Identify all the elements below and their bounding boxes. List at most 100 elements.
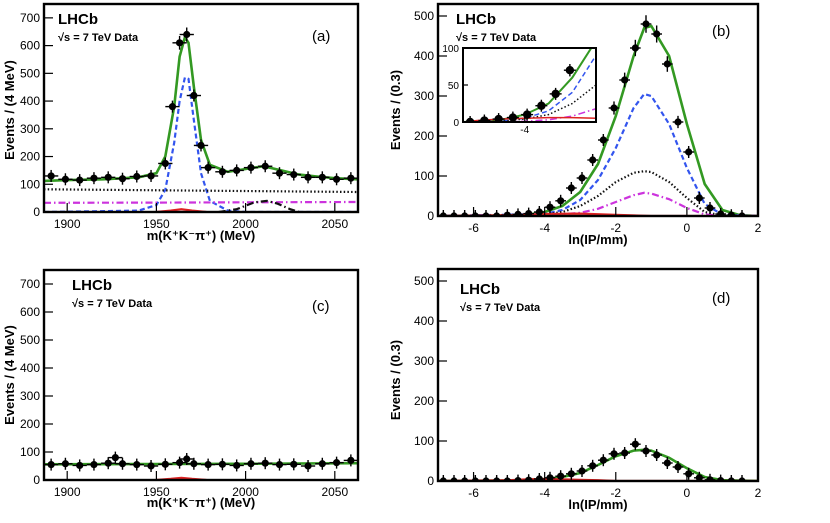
data-point: [290, 460, 298, 468]
y-tick-label: 0: [33, 473, 40, 487]
x-tick-label: 1900: [54, 485, 81, 499]
energy-label: √s = 7 TeV Data: [72, 298, 153, 310]
data-point: [347, 174, 355, 182]
y-tick-label: 200: [414, 394, 434, 408]
x-tick-label: -6: [468, 486, 479, 500]
data-point: [589, 462, 597, 470]
data-point: [275, 169, 284, 177]
fit-curve-partially-reconstructed-background: [438, 191, 758, 216]
data-point: [551, 89, 560, 99]
data-point: [621, 449, 629, 457]
data-point: [621, 76, 629, 84]
data-point: [514, 210, 522, 216]
data-point: [522, 110, 532, 119]
data-point: [685, 470, 693, 478]
y-tick-label: 500: [20, 66, 40, 80]
data-point: [247, 460, 255, 468]
y-tick-label: 600: [20, 305, 40, 319]
data-point: [685, 148, 693, 156]
y-tick-label: 400: [20, 94, 40, 108]
x-tick-label: 0: [684, 221, 691, 235]
y-axis-title: Events / (4 MeV): [2, 325, 17, 425]
data-point: [197, 141, 205, 150]
data-point: [190, 460, 198, 468]
y-tick-label: 200: [414, 129, 434, 143]
data-point: [535, 208, 543, 216]
data-point: [578, 174, 586, 182]
x-tick-label: -2: [610, 486, 621, 500]
data-point: [133, 461, 141, 469]
y-tick-label: 300: [414, 354, 434, 368]
data-point: [290, 170, 298, 179]
data-point: [90, 174, 98, 182]
plot-body: 1900 1950 2000 2050 0 100 200 300 400 500 600 700: [20, 2, 360, 231]
plot-area: [463, 48, 596, 122]
panel-c: 1900 1950 2000 2050 0 100 200 300 400 500 600 700 L…: [2, 268, 360, 510]
y-tick-label: 300: [20, 389, 40, 403]
data-point: [261, 459, 269, 467]
data-point: [218, 168, 227, 176]
data-point: [599, 136, 607, 144]
fit-curve-signal: [463, 54, 596, 122]
y-tick-label: 400: [20, 361, 40, 375]
data-point: [61, 175, 70, 183]
data-point: [525, 210, 533, 216]
data-point: [546, 474, 554, 481]
data-point: [47, 172, 55, 180]
data-point: [599, 456, 607, 464]
y-tick-label: 200: [20, 417, 40, 431]
y-tick-label: 0: [453, 118, 459, 129]
data-point: [218, 460, 227, 468]
x-tick-label: 2: [755, 221, 762, 235]
data-point: [118, 460, 127, 468]
x-tick-label: 2050: [321, 485, 348, 499]
plot-area: [44, 270, 358, 480]
data-point: [190, 91, 198, 100]
energy-label: √s = 7 TeV Data: [460, 302, 541, 314]
data-point: [546, 203, 554, 211]
data-point: [161, 159, 169, 168]
y-tick-label: 0: [33, 205, 40, 219]
y-tick-label: 100: [414, 169, 434, 183]
data-point: [318, 460, 326, 468]
y-axis-title: Events / (0.3): [388, 340, 403, 420]
x-tick-label: 1950: [143, 485, 170, 499]
panel-label: (c): [312, 298, 330, 315]
data-point: [663, 459, 671, 467]
x-axis-title: ln(IP/mm): [568, 232, 627, 247]
data-point: [610, 450, 618, 458]
panel-label: (b): [712, 23, 730, 40]
panel-label: (a): [312, 28, 330, 45]
y-tick-label: 50: [448, 81, 460, 92]
experiment-label: LHCb: [58, 11, 98, 28]
y-tick-label: 500: [414, 274, 434, 288]
data-point: [233, 461, 241, 470]
y-tick-label: 500: [20, 333, 40, 347]
data-point: [147, 172, 155, 180]
x-tick-label: 2050: [321, 217, 348, 231]
fit-curve-reflection: [218, 199, 300, 212]
fit-curve-partially-reconstructed-background: [44, 200, 358, 204]
x-axis-title: ln(IP/mm): [568, 497, 627, 512]
data-point: [175, 39, 184, 47]
fit-curve-combinatorial-background: [438, 170, 758, 216]
data-point: [653, 30, 661, 38]
data-point: [76, 461, 84, 470]
data-point: [631, 440, 639, 448]
data-point: [104, 173, 112, 181]
data-point: [663, 60, 671, 68]
fit-curve-signal: [438, 92, 758, 216]
data-point: [557, 472, 565, 480]
data-point: [674, 463, 682, 471]
data-point: [61, 460, 70, 468]
y-axis-title: Events / (0.3): [388, 70, 403, 150]
y-tick-label: 100: [20, 445, 40, 459]
data-point: [717, 210, 725, 216]
experiment-label: LHCb: [460, 281, 500, 298]
data-point: [261, 162, 269, 170]
data-point: [589, 156, 597, 164]
y-tick-label: 0: [427, 209, 434, 223]
y-tick-label: 400: [414, 49, 434, 63]
